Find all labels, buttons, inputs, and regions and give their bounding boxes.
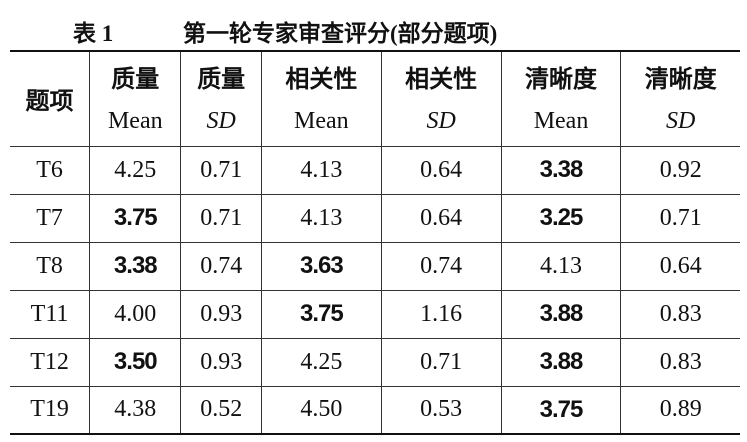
table-row: T7 3.75 0.71 4.13 0.64 3.25 0.71 (10, 194, 740, 242)
header-cell: 清晰度 Mean (500, 51, 621, 146)
table-cell: 3.75 (89, 194, 181, 242)
table-cell: 0.71 (180, 146, 262, 194)
table-cell: 0.71 (380, 338, 502, 386)
header-cell: 质量 SD (180, 51, 262, 146)
header-name: 质量 (111, 64, 160, 93)
caption-title: 第一轮专家审查评分(部分题项) (183, 21, 498, 46)
table-cell: 3.50 (89, 338, 181, 386)
table-cell: 3.75 (260, 290, 382, 338)
table-cell: 3.25 (500, 194, 621, 242)
table-cell: 0.89 (620, 386, 740, 434)
header-row: 题项 质量 Mean 质量 SD 相关性 Mean 相关性 SD 清晰度 Mean 清晰度 SD (10, 51, 740, 146)
table-cell: 0.52 (180, 386, 262, 434)
table-cell: 4.13 (500, 242, 621, 290)
table-header: 题项 质量 Mean 质量 SD 相关性 Mean 相关性 SD 清晰度 Mean 清晰度 SD (10, 51, 740, 146)
table-cell: T8 (36, 252, 63, 279)
table-cell: 3.75 (500, 386, 621, 434)
header-name: 相关性 (285, 64, 358, 93)
table-cell: 3.88 (500, 290, 621, 338)
table-cell: 0.92 (620, 146, 740, 194)
table-cell: 0.83 (620, 290, 740, 338)
table-cell: 3.63 (260, 242, 382, 290)
table-cell: 0.71 (620, 194, 740, 242)
header-cell: 相关性 SD (380, 51, 502, 146)
table-cell: 4.25 (89, 146, 181, 194)
header-name: 清晰度 (644, 64, 717, 93)
table-cell: 0.64 (620, 242, 740, 290)
table-cell: T19 (30, 396, 69, 423)
header-cell: 清晰度 SD (620, 51, 740, 146)
table-cell: 0.74 (180, 242, 262, 290)
table-cell: T11 (30, 300, 69, 327)
table-cell: 0.74 (380, 242, 502, 290)
table-row: T11 4.00 0.93 3.75 1.16 3.88 0.83 (10, 290, 740, 338)
table-row: T8 3.38 0.74 3.63 0.74 4.13 0.64 (10, 242, 740, 290)
table-cell: 0.93 (180, 290, 262, 338)
table-cell: 0.53 (380, 386, 502, 434)
table-cell: T12 (30, 348, 69, 375)
score-table: 题项 质量 Mean 质量 SD 相关性 Mean 相关性 SD 清晰度 Mean 清晰度 SD T6 4… (10, 50, 740, 435)
table-cell: 0.71 (180, 194, 262, 242)
table-cell: 1.16 (380, 290, 502, 338)
table-cell: 3.38 (89, 242, 181, 290)
table-cell: 3.88 (500, 338, 621, 386)
table-cell: T7 (36, 204, 63, 231)
table-row: T12 3.50 0.93 4.25 0.71 3.88 0.83 (10, 338, 740, 386)
header-stat: SD (206, 107, 236, 134)
header-cell: 题项 (25, 87, 74, 116)
table-cell: 4.13 (260, 194, 382, 242)
header-name: 相关性 (405, 64, 478, 93)
table-cell: 4.38 (89, 386, 181, 434)
caption-label: 表 1 (73, 21, 114, 46)
header-stat: SD (426, 107, 456, 134)
table-cell: T6 (36, 156, 63, 183)
table-cell: 0.93 (180, 338, 262, 386)
table-cell: 0.83 (620, 338, 740, 386)
table-cell: 4.13 (260, 146, 382, 194)
table-cell: 4.25 (260, 338, 382, 386)
table-cell: 0.64 (380, 146, 502, 194)
header-stat: Mean (533, 107, 589, 134)
table-row: T19 4.38 0.52 4.50 0.53 3.75 0.89 (10, 386, 740, 434)
table-cell: 4.00 (89, 290, 181, 338)
header-stat: Mean (107, 107, 163, 134)
table-cell: 3.38 (500, 146, 621, 194)
header-name: 清晰度 (525, 64, 598, 93)
header-stat: Mean (294, 107, 349, 134)
header-cell: 相关性 Mean (260, 51, 382, 146)
header-cell: 质量 Mean (89, 51, 181, 146)
header-name: 质量 (197, 64, 246, 93)
header-stat: SD (666, 107, 696, 134)
table-cell: 0.64 (380, 194, 502, 242)
table-cell: 4.50 (260, 386, 382, 434)
caption: 表 1 第一轮专家审查评分(部分题项) (0, 12, 747, 46)
table-body: T6 4.25 0.71 4.13 0.64 3.38 0.92 T7 3.75 0.71 4.13… (10, 146, 740, 434)
table-row: T6 4.25 0.71 4.13 0.64 3.38 0.92 (10, 146, 740, 194)
